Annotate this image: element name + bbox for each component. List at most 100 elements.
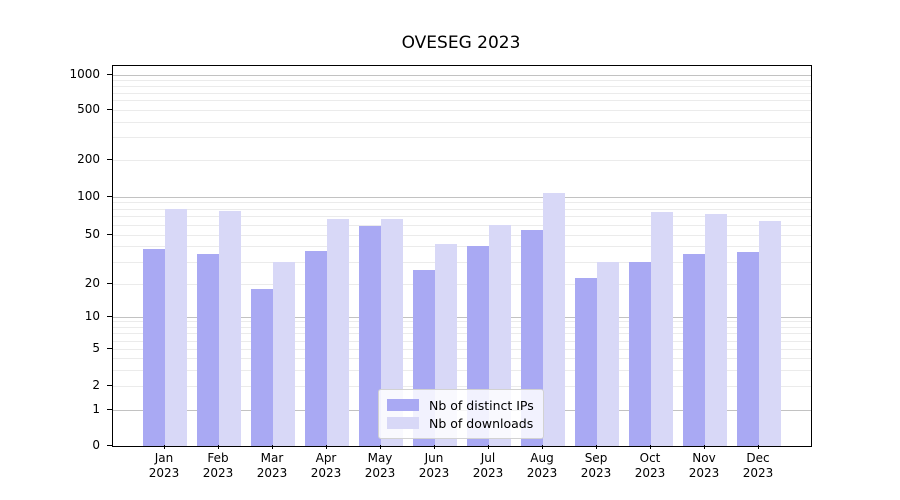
gridline-minor <box>113 202 811 204</box>
y-tick-mark <box>107 315 112 317</box>
legend-label: Nb of distinct IPs <box>429 397 534 413</box>
legend-item: Nb of distinct IPs <box>387 396 535 414</box>
bar-ips-nov <box>683 253 705 446</box>
x-tick-label: Jul 2023 <box>472 451 504 480</box>
bar-ips-feb <box>197 253 219 446</box>
bar-downloads-apr <box>327 219 349 446</box>
y-tick-label: 20 <box>84 275 100 290</box>
gridline-minor <box>113 321 811 323</box>
y-tick-mark <box>107 108 112 110</box>
gridline-minor <box>113 85 811 87</box>
y-tick-mark <box>107 408 112 410</box>
x-tick-mark <box>434 445 435 449</box>
bar-ips-apr <box>305 250 327 446</box>
bar-ips-mar <box>251 288 273 446</box>
gridline-minor <box>113 333 811 335</box>
bar-downloads-sep <box>597 261 619 446</box>
gridline-minor <box>113 121 811 123</box>
gridline-minor <box>113 216 811 218</box>
x-tick-mark <box>218 445 219 449</box>
y-tick-mark <box>107 385 112 386</box>
x-tick-mark <box>164 445 165 449</box>
bar-ips-oct <box>629 261 651 446</box>
gridline-minor <box>113 79 811 81</box>
gridline-minor <box>113 92 811 94</box>
y-tick-label: 2 <box>92 378 100 392</box>
gridline-minor <box>113 208 811 210</box>
x-tick-mark <box>326 445 327 449</box>
gridline-minor <box>113 234 811 236</box>
x-tick-label: May 2023 <box>364 451 396 480</box>
bar-ips-may <box>359 226 381 446</box>
x-tick-label: Apr 2023 <box>310 451 342 480</box>
bar-ips-sep <box>575 278 597 446</box>
y-tick-label: 1 <box>92 401 100 416</box>
x-tick-mark <box>272 445 273 449</box>
gridline-minor <box>113 349 811 350</box>
x-tick-mark <box>542 445 543 449</box>
gridline-major <box>113 316 811 318</box>
x-tick-label: Nov 2023 <box>688 451 720 480</box>
y-tick-label: 5 <box>92 341 100 355</box>
x-tick-mark <box>596 445 597 449</box>
gridline-major <box>113 74 811 76</box>
y-tick-mark <box>107 233 112 235</box>
x-tick-label: Dec 2023 <box>742 451 774 480</box>
gridline-minor <box>113 358 811 359</box>
x-tick-label: Mar 2023 <box>256 451 288 480</box>
gridline-minor <box>113 369 811 371</box>
x-tick-mark <box>488 445 489 449</box>
gridline-minor <box>113 386 811 387</box>
x-tick-label: Aug 2023 <box>526 451 558 480</box>
gridline-minor <box>113 327 811 328</box>
bar-downloads-dec <box>759 221 781 446</box>
x-tick-mark <box>758 445 759 449</box>
bar-downloads-mar <box>273 261 295 446</box>
bar-downloads-oct <box>651 212 673 446</box>
y-tick-label: 50 <box>84 226 100 241</box>
x-tick-label: Sep 2023 <box>580 451 612 480</box>
y-tick-label: 500 <box>77 101 100 116</box>
gridline-minor <box>113 159 811 161</box>
y-tick-mark <box>107 73 112 75</box>
gridline-minor <box>113 100 811 102</box>
x-tick-label: Jan 2023 <box>148 451 180 480</box>
gridline-minor <box>113 261 811 263</box>
y-tick-mark <box>107 158 112 160</box>
bar-ips-jan <box>143 249 165 446</box>
x-tick-label: Feb 2023 <box>202 451 234 480</box>
x-tick-mark <box>650 445 651 449</box>
legend-label: Nb of downloads <box>429 415 534 431</box>
x-tick-label: Jun 2023 <box>418 451 450 480</box>
bar-downloads-feb <box>219 210 241 446</box>
x-tick-label: Oct 2023 <box>634 451 666 480</box>
y-tick-label: 10 <box>84 308 100 323</box>
gridline-major <box>113 196 811 198</box>
gridline-minor <box>113 224 811 226</box>
bar-downloads-nov <box>705 213 727 446</box>
gridline-minor <box>113 283 811 285</box>
y-tick-mark <box>107 195 112 197</box>
bar-downloads-aug <box>543 193 565 446</box>
x-tick-mark <box>704 445 705 449</box>
bar-downloads-jan <box>165 208 187 446</box>
bar-ips-dec <box>737 252 759 446</box>
legend: Nb of distinct IPs Nb of downloads <box>378 389 544 439</box>
y-tick-label: 1000 <box>69 66 100 81</box>
gridline-minor <box>113 109 811 111</box>
legend-item: Nb of downloads <box>387 414 535 432</box>
y-tick-mark <box>107 282 112 284</box>
x-tick-mark <box>380 445 381 449</box>
y-tick-label: 200 <box>77 151 100 166</box>
y-tick-label: 100 <box>77 188 100 203</box>
gridline-minor <box>113 340 811 342</box>
gridline-minor <box>113 246 811 248</box>
gridline-minor <box>113 137 811 139</box>
legend-swatch-ips <box>387 399 419 411</box>
y-tick-mark <box>107 445 112 446</box>
chart-title: OVESEG 2023 <box>401 33 521 53</box>
y-tick-mark <box>107 348 112 349</box>
y-tick-label: 0 <box>92 438 100 452</box>
legend-swatch-downloads <box>387 417 419 429</box>
